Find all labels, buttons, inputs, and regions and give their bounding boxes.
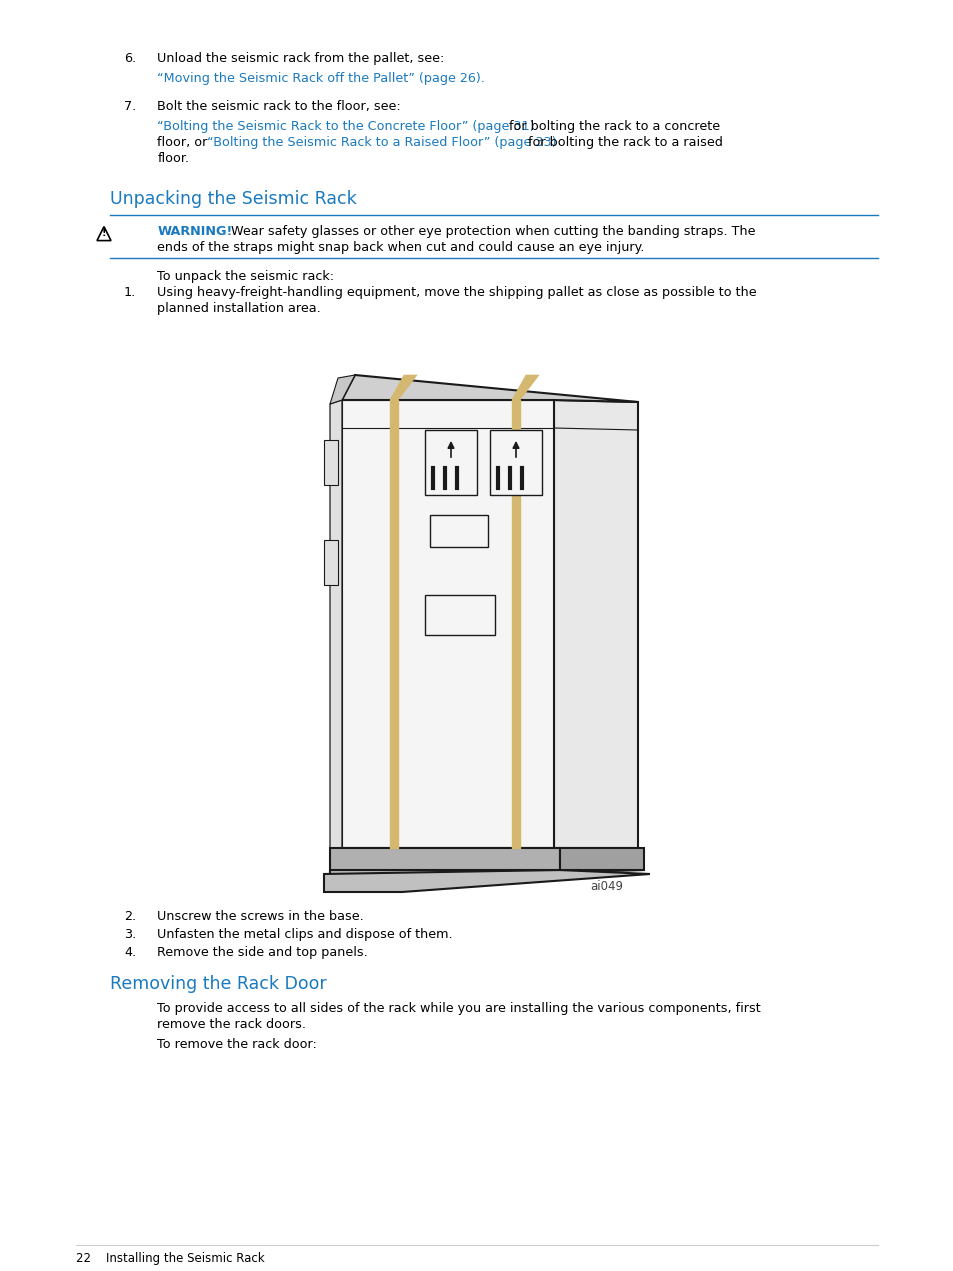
Text: 3.: 3. xyxy=(124,928,136,941)
Text: “Bolting the Seismic Rack to the Concrete Floor” (page 31): “Bolting the Seismic Rack to the Concret… xyxy=(157,119,535,133)
Text: 1.: 1. xyxy=(124,286,136,299)
Text: for bolting the rack to a raised: for bolting the rack to a raised xyxy=(524,136,722,149)
Polygon shape xyxy=(330,871,643,878)
Text: Removing the Rack Door: Removing the Rack Door xyxy=(110,975,326,993)
Polygon shape xyxy=(341,400,554,848)
Bar xyxy=(324,540,337,585)
Text: Unpacking the Seismic Rack: Unpacking the Seismic Rack xyxy=(110,189,356,208)
Text: To unpack the seismic rack:: To unpack the seismic rack: xyxy=(157,269,335,283)
Bar xyxy=(424,595,495,636)
Bar xyxy=(324,440,337,486)
Text: ends of the straps might snap back when cut and could cause an eye injury.: ends of the straps might snap back when … xyxy=(157,241,644,254)
Polygon shape xyxy=(330,400,341,848)
Polygon shape xyxy=(512,375,538,400)
Text: Bolt the seismic rack to the floor, see:: Bolt the seismic rack to the floor, see: xyxy=(157,100,401,113)
Text: “Moving the Seismic Rack off the Pallet” (page 26).: “Moving the Seismic Rack off the Pallet”… xyxy=(157,72,485,85)
Text: Unfasten the metal clips and dispose of them.: Unfasten the metal clips and dispose of … xyxy=(157,928,453,941)
Polygon shape xyxy=(330,375,355,404)
Polygon shape xyxy=(390,375,416,400)
Polygon shape xyxy=(341,375,638,402)
Bar xyxy=(490,430,541,494)
Text: Unscrew the screws in the base.: Unscrew the screws in the base. xyxy=(157,910,364,923)
Polygon shape xyxy=(554,400,638,848)
Text: 22    Installing the Seismic Rack: 22 Installing the Seismic Rack xyxy=(76,1252,265,1265)
Polygon shape xyxy=(559,848,643,871)
Text: To provide access to all sides of the rack while you are installing the various : To provide access to all sides of the ra… xyxy=(157,1002,760,1016)
Text: !: ! xyxy=(102,228,106,238)
Text: Wear safety glasses or other eye protection when cutting the banding straps. The: Wear safety glasses or other eye protect… xyxy=(219,225,755,238)
Text: Using heavy-freight-handling equipment, move the shipping pallet as close as pos: Using heavy-freight-handling equipment, … xyxy=(157,286,757,299)
Text: WARNING!: WARNING! xyxy=(157,225,233,238)
Text: “Bolting the Seismic Rack to a Raised Floor” (page 33): “Bolting the Seismic Rack to a Raised Fl… xyxy=(207,136,557,149)
Text: 4.: 4. xyxy=(124,946,136,960)
Text: Remove the side and top panels.: Remove the side and top panels. xyxy=(157,946,368,960)
Text: 2.: 2. xyxy=(124,910,136,923)
Text: planned installation area.: planned installation area. xyxy=(157,302,321,315)
Bar xyxy=(430,515,488,547)
Text: To remove the rack door:: To remove the rack door: xyxy=(157,1038,317,1051)
Polygon shape xyxy=(330,848,559,871)
Text: floor.: floor. xyxy=(157,153,190,165)
Text: 7.: 7. xyxy=(124,100,136,113)
Text: floor, or: floor, or xyxy=(157,136,212,149)
Text: remove the rack doors.: remove the rack doors. xyxy=(157,1018,306,1031)
Text: Unload the seismic rack from the pallet, see:: Unload the seismic rack from the pallet,… xyxy=(157,52,444,65)
Text: ai049: ai049 xyxy=(589,880,622,894)
Text: 6.: 6. xyxy=(124,52,136,65)
Bar xyxy=(424,430,476,494)
Text: for bolting the rack to a concrete: for bolting the rack to a concrete xyxy=(505,119,720,133)
Polygon shape xyxy=(324,871,649,892)
